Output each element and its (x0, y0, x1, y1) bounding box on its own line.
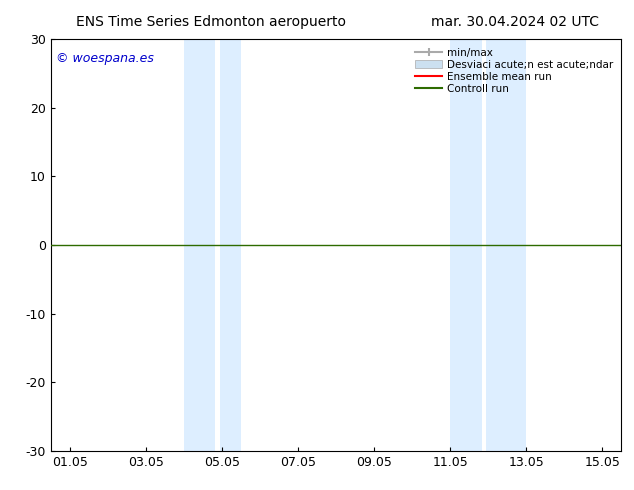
Text: © woespana.es: © woespana.es (56, 51, 154, 65)
Bar (486, 39, 526, 451)
Text: mar. 30.04.2024 02 UTC: mar. 30.04.2024 02 UTC (431, 15, 599, 29)
Text: ENS Time Series Edmonton aeropuerto: ENS Time Series Edmonton aeropuerto (76, 15, 346, 29)
Bar (220, 39, 241, 451)
Bar (184, 39, 216, 451)
Bar (450, 39, 482, 451)
Legend: min/max, Desviaci acute;n est acute;ndar, Ensemble mean run, Controll run: min/max, Desviaci acute;n est acute;ndar… (412, 45, 616, 97)
